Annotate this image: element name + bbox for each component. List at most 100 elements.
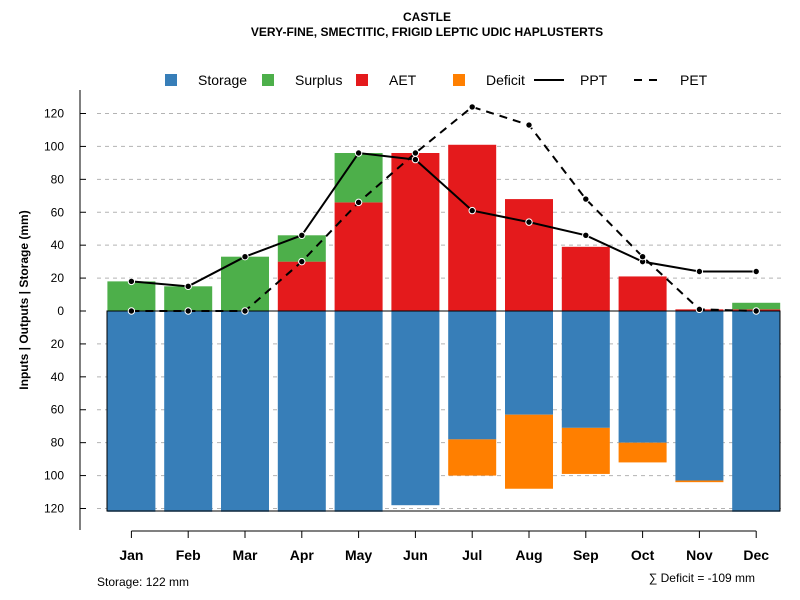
pet-point bbox=[184, 307, 192, 315]
aet-bar bbox=[618, 276, 667, 311]
y-tick-label: 40 bbox=[51, 370, 65, 384]
y-axis: 120 100 80 60 40 20 0 20 40 60 80 100 120 bbox=[44, 90, 86, 530]
legend-label-ppt: PPT bbox=[580, 72, 608, 88]
x-tick-label: Jul bbox=[462, 547, 482, 563]
ppt-point bbox=[184, 282, 192, 291]
pet-point bbox=[127, 307, 136, 315]
legend-swatch-surplus bbox=[262, 74, 274, 86]
pet-point bbox=[752, 307, 760, 315]
pet-point bbox=[411, 149, 420, 157]
pet-point bbox=[695, 305, 704, 314]
surplus-bar bbox=[164, 286, 213, 311]
y-tick-label: 60 bbox=[51, 205, 65, 219]
surplus-bar bbox=[107, 281, 156, 311]
ppt-point bbox=[752, 267, 760, 276]
y-tick-label: 0 bbox=[57, 304, 64, 318]
aet-bar bbox=[334, 202, 383, 311]
legend-label-aet: AET bbox=[389, 72, 417, 88]
ppt-point bbox=[525, 218, 533, 226]
surplus-bar bbox=[732, 302, 781, 310]
deficit-bar bbox=[505, 414, 553, 489]
ppt-point bbox=[127, 277, 136, 286]
x-tick-label: Aug bbox=[515, 547, 542, 563]
legend-label-storage: Storage bbox=[198, 72, 247, 88]
x-tick-label: Nov bbox=[686, 547, 713, 563]
storage-bar bbox=[334, 311, 383, 512]
storage-bar bbox=[732, 311, 781, 512]
ppt-point bbox=[298, 231, 306, 239]
pet-point bbox=[468, 103, 476, 111]
deficit-note: ∑ Deficit = -109 mm bbox=[649, 571, 755, 585]
chart-title: CASTLE bbox=[403, 10, 451, 24]
pet-line bbox=[131, 105, 757, 312]
chart-subtitle: VERY-FINE, SMECTITIC, FRIGID LEPTIC UDIC… bbox=[251, 25, 603, 39]
x-tick-label: Feb bbox=[176, 547, 201, 563]
storage-bar bbox=[675, 311, 724, 481]
pet-point bbox=[298, 257, 306, 266]
x-tick-label: Oct bbox=[631, 547, 655, 563]
ppt-point bbox=[411, 155, 420, 164]
x-tick-label: May bbox=[345, 547, 372, 563]
x-tick-label: Jun bbox=[403, 547, 428, 563]
storage-note: Storage: 122 mm bbox=[97, 575, 189, 589]
aet-bar bbox=[277, 261, 326, 311]
deficit-bar bbox=[675, 480, 724, 483]
x-tick-label: Jan bbox=[119, 547, 143, 563]
x-tick-label: Sep bbox=[573, 547, 599, 563]
plot-frame bbox=[106, 310, 781, 512]
y-tick-label: 120 bbox=[44, 501, 64, 515]
y-tick-label: 80 bbox=[51, 436, 65, 450]
legend-label-pet: PET bbox=[680, 72, 708, 88]
aet-bar bbox=[561, 246, 610, 311]
storage-bar bbox=[107, 311, 156, 512]
y-axis-label: Inputs | Outputs | Storage (mm) bbox=[17, 210, 31, 389]
y-tick-label: 20 bbox=[51, 337, 65, 351]
storage-bar bbox=[277, 311, 326, 512]
legend-swatch-storage bbox=[165, 74, 177, 86]
ppt-line bbox=[131, 151, 757, 288]
y-tick-label: 100 bbox=[44, 139, 64, 153]
y-tick-label: 80 bbox=[51, 172, 65, 186]
ppt-point bbox=[468, 206, 476, 215]
series-lines bbox=[127, 103, 760, 315]
storage-bar bbox=[391, 311, 440, 506]
y-tick-label: 120 bbox=[44, 107, 64, 121]
storage-bar bbox=[618, 311, 667, 443]
deficit-bar bbox=[448, 439, 497, 476]
y-tick-label: 100 bbox=[44, 469, 64, 483]
storage-bar bbox=[221, 311, 269, 512]
x-axis: Jan Feb Mar Apr May Jun Jul Aug Sep Oct Nov Dec bbox=[119, 530, 769, 563]
aet-bar bbox=[505, 199, 553, 311]
x-tick-label: Mar bbox=[233, 547, 258, 563]
legend: Storage Surplus AET Deficit PPT PET bbox=[165, 72, 708, 88]
deficit-bar bbox=[618, 442, 667, 463]
storage-bar bbox=[448, 311, 497, 440]
storage-bar bbox=[505, 311, 553, 415]
surplus-bar bbox=[277, 235, 326, 262]
pet-point bbox=[582, 195, 590, 203]
deficit-bar bbox=[561, 427, 610, 474]
storage-bar bbox=[164, 311, 213, 512]
ppt-point bbox=[241, 252, 249, 261]
y-tick-label: 40 bbox=[51, 238, 65, 252]
legend-swatch-aet bbox=[356, 74, 368, 86]
y-tick-label: 20 bbox=[51, 271, 65, 285]
legend-label-surplus: Surplus bbox=[295, 72, 342, 88]
y-tick-label: 60 bbox=[51, 403, 65, 417]
legend-swatch-deficit bbox=[453, 74, 465, 86]
pet-point bbox=[525, 121, 533, 129]
legend-label-deficit: Deficit bbox=[486, 72, 525, 88]
aet-bar bbox=[391, 153, 440, 311]
storage-bar bbox=[561, 311, 610, 428]
ppt-point bbox=[695, 267, 704, 276]
pet-point bbox=[241, 307, 249, 315]
x-tick-label: Apr bbox=[290, 547, 315, 563]
ppt-point bbox=[354, 149, 363, 157]
pet-point bbox=[638, 252, 647, 261]
bars bbox=[107, 144, 781, 512]
ppt-point bbox=[582, 231, 590, 239]
pet-point bbox=[354, 198, 363, 207]
aet-bar bbox=[448, 144, 497, 311]
x-tick-label: Dec bbox=[743, 547, 769, 563]
